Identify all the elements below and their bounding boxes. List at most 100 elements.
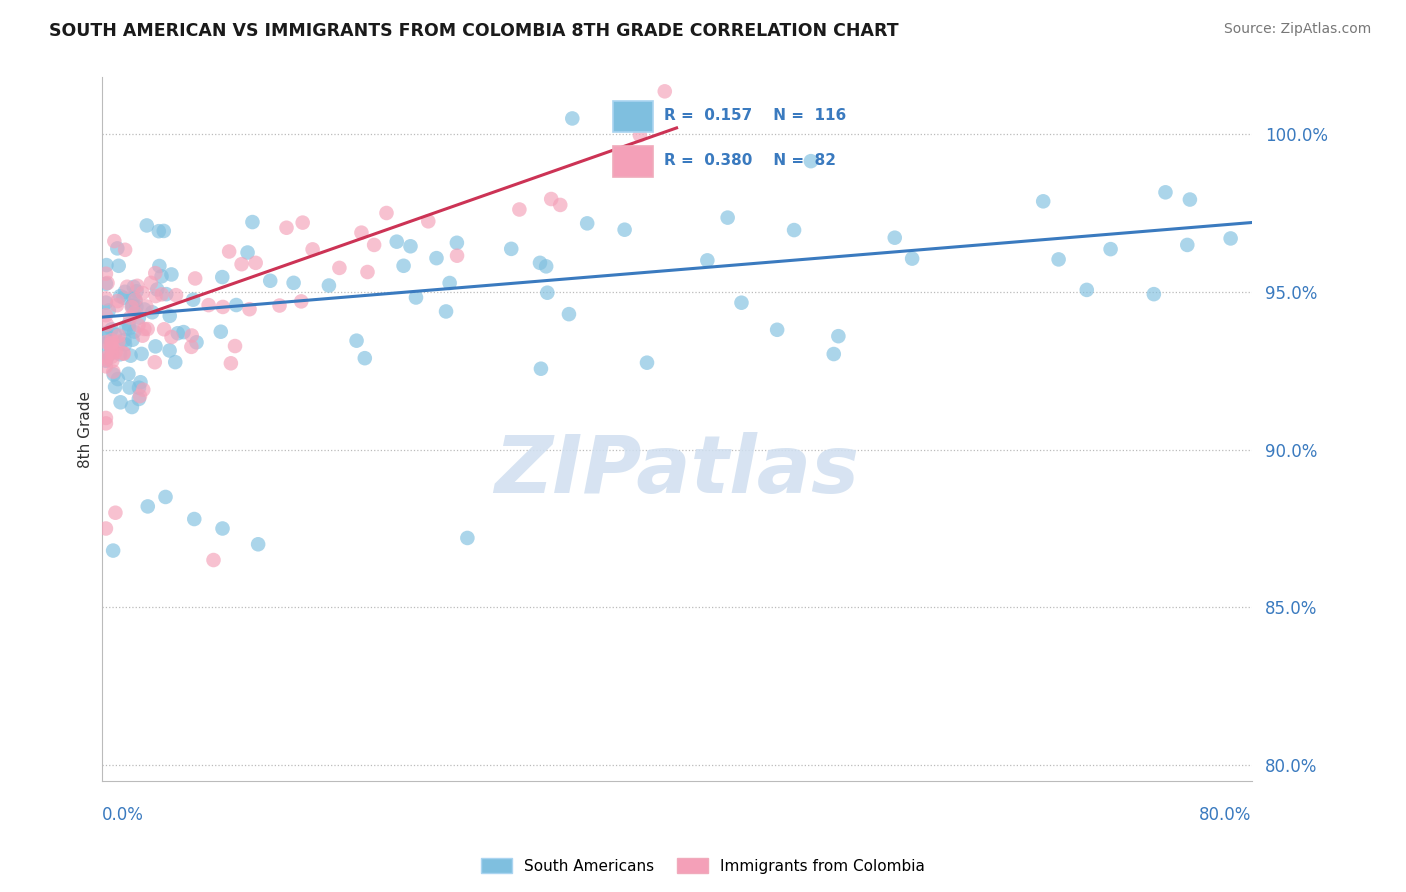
Point	[94, 308, 117, 322]
Point	[180, 328, 202, 343]
Point	[827, 329, 849, 343]
Point	[276, 220, 298, 235]
Point	[353, 351, 375, 366]
Point	[103, 365, 125, 379]
Point	[94, 267, 117, 281]
Point	[100, 333, 122, 347]
Point	[1219, 231, 1241, 245]
Point	[209, 325, 232, 339]
Point	[446, 249, 468, 263]
Point	[628, 128, 651, 143]
Point	[1178, 193, 1201, 207]
Point	[120, 349, 142, 363]
Point	[145, 339, 167, 353]
Point	[548, 198, 571, 212]
Point	[122, 325, 145, 339]
Point	[122, 298, 145, 312]
Point	[184, 271, 207, 285]
Point	[103, 234, 125, 248]
Point	[100, 350, 122, 364]
Point	[128, 392, 150, 406]
Point	[117, 367, 139, 381]
Point	[160, 330, 183, 344]
Text: 0.0%: 0.0%	[101, 806, 143, 824]
Point	[94, 291, 117, 305]
Point	[356, 265, 378, 279]
Point	[425, 251, 447, 265]
Point	[125, 285, 148, 299]
Text: Source: ZipAtlas.com: Source: ZipAtlas.com	[1223, 22, 1371, 37]
Point	[131, 328, 153, 343]
Point	[121, 400, 143, 414]
Point	[375, 206, 398, 220]
Point	[328, 260, 350, 275]
Point	[118, 321, 141, 335]
Point	[211, 300, 233, 314]
Point	[129, 376, 152, 390]
Point	[456, 531, 478, 545]
Point	[823, 347, 845, 361]
Point	[218, 244, 240, 259]
Point	[114, 285, 136, 299]
Point	[152, 224, 174, 238]
Point	[439, 276, 461, 290]
Point	[94, 417, 117, 431]
Point	[122, 290, 145, 304]
Point	[224, 339, 246, 353]
Point	[112, 291, 135, 305]
Point	[231, 257, 253, 271]
Point	[112, 346, 135, 360]
Point	[110, 395, 132, 409]
Point	[202, 553, 225, 567]
Point	[561, 112, 583, 126]
Point	[121, 333, 143, 347]
Text: 80.0%: 80.0%	[1199, 806, 1251, 824]
Point	[530, 361, 553, 376]
Point	[155, 490, 177, 504]
Point	[114, 337, 136, 351]
Point	[283, 276, 305, 290]
Point	[350, 226, 373, 240]
Point	[146, 283, 169, 297]
Point	[183, 512, 205, 526]
Point	[181, 293, 204, 307]
Point	[104, 327, 127, 342]
Point	[94, 352, 117, 367]
Point	[139, 276, 162, 290]
Point	[94, 353, 117, 368]
Point	[124, 293, 146, 308]
Point	[783, 223, 806, 237]
Point	[124, 293, 146, 307]
Point	[135, 219, 157, 233]
Point	[238, 302, 260, 317]
Point	[576, 216, 599, 230]
Point	[159, 309, 181, 323]
Point	[165, 288, 187, 302]
Point	[186, 335, 208, 350]
Point	[128, 381, 150, 395]
Point	[1143, 287, 1166, 301]
Point	[94, 326, 117, 340]
Point	[94, 295, 117, 310]
Point	[242, 215, 264, 229]
Point	[730, 295, 752, 310]
Point	[173, 325, 195, 339]
Point	[132, 383, 155, 397]
Point	[96, 258, 118, 272]
Point	[1076, 283, 1098, 297]
Point	[160, 268, 183, 282]
Point	[94, 330, 117, 344]
Point	[100, 342, 122, 356]
Point	[145, 289, 167, 303]
Point	[114, 243, 136, 257]
Point	[301, 243, 323, 257]
Point	[247, 537, 270, 551]
Point	[118, 380, 141, 394]
Point	[112, 346, 135, 360]
Point	[259, 274, 281, 288]
Point	[558, 307, 581, 321]
Point	[291, 216, 314, 230]
Point	[717, 211, 740, 225]
Point	[290, 294, 312, 309]
Point	[405, 291, 427, 305]
